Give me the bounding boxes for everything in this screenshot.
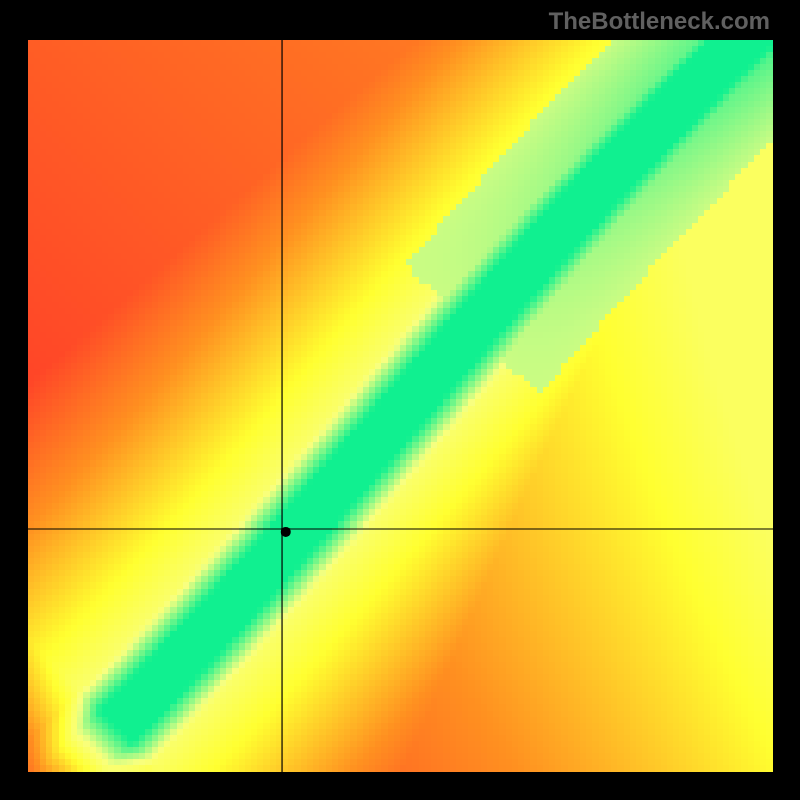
watermark-text: TheBottleneck.com <box>549 8 770 36</box>
heatmap-plot <box>28 40 773 772</box>
chart-container: TheBottleneck.com <box>0 0 800 800</box>
heatmap-canvas <box>28 40 773 772</box>
